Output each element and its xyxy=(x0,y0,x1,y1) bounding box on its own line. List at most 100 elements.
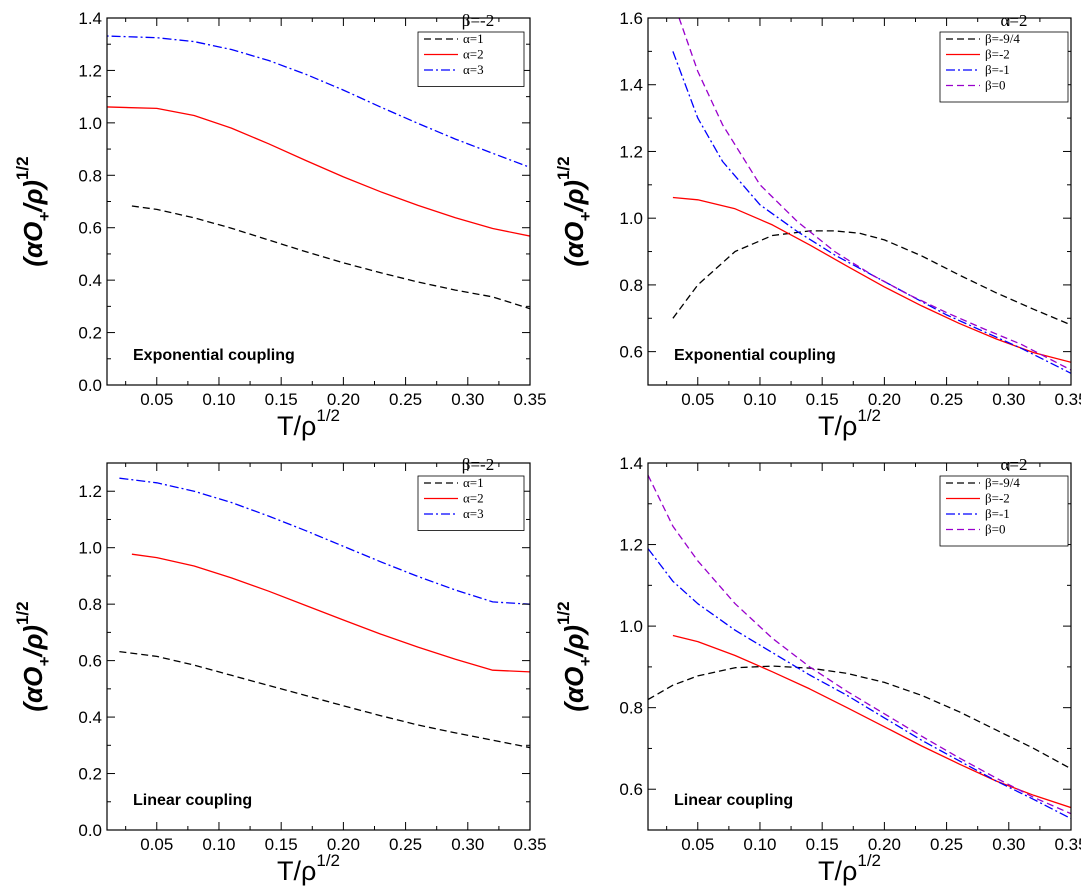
y-axis-title: (αO+/ρ)1/2 xyxy=(554,156,595,266)
series-line-3 xyxy=(119,477,530,605)
series-line-1 xyxy=(648,665,1071,770)
y-tick-label: 0.0 xyxy=(78,821,102,840)
legend-entry: α=3 xyxy=(463,506,484,521)
y-tick-label: 1.4 xyxy=(619,76,643,95)
x-tick-label: 0.35 xyxy=(513,835,546,854)
x-tick-label: 0.10 xyxy=(743,390,776,409)
legend-title: α=2 xyxy=(1001,11,1028,30)
y-tick-label: 0.2 xyxy=(78,324,102,343)
y-tick-label: 1.2 xyxy=(619,142,643,161)
x-axis-title: T/ρ1/2 xyxy=(277,406,340,441)
y-tick-label: 1.4 xyxy=(619,454,643,473)
x-tick-label: 0.20 xyxy=(327,835,360,854)
x-tick-label: 0.25 xyxy=(930,390,963,409)
x-tick-label: 0.35 xyxy=(1054,835,1081,854)
x-tick-label: 0.30 xyxy=(451,835,484,854)
y-tick-label: 0.2 xyxy=(78,765,102,784)
series-line-3 xyxy=(648,548,1071,820)
x-tick-label: 0.30 xyxy=(451,390,484,409)
legend-title: β=-2 xyxy=(462,11,494,30)
legend-entry: β=-2 xyxy=(985,491,1010,506)
y-tick-label: 0.6 xyxy=(619,780,643,799)
x-tick-label: 0.05 xyxy=(140,390,173,409)
chart-panel-4: 0.05 0.10 0.15 0.20 0.25 0.30 0.35 0.6 0.8 1.0 1.2… xyxy=(554,454,1081,886)
x-tick-label: 0.25 xyxy=(389,390,422,409)
x-tick-label: 0.15 xyxy=(265,390,298,409)
panel-annotation: Linear coupling xyxy=(674,792,793,809)
legend-entry: β=-1 xyxy=(985,506,1010,521)
x-tick-label: 0.25 xyxy=(389,835,422,854)
plot-frame xyxy=(106,462,531,831)
series-line-1 xyxy=(131,205,530,310)
y-tick-label: 0.8 xyxy=(78,166,102,185)
y-axis-title: (αO+/ρ)1/2 xyxy=(13,156,54,266)
legend-entry: α=2 xyxy=(463,47,484,62)
y-tick-label: 1.0 xyxy=(78,114,102,133)
series-line-2 xyxy=(131,553,530,673)
series-line-3 xyxy=(107,35,530,169)
y-tick-label: 1.4 xyxy=(78,9,102,28)
legend-entry: α=1 xyxy=(463,31,484,46)
series-line-2 xyxy=(672,196,1071,363)
plot-frame xyxy=(647,17,1072,386)
y-tick-label: 0.6 xyxy=(78,652,102,671)
y-tick-label: 1.2 xyxy=(78,482,102,501)
legend-entry: β=-1 xyxy=(985,62,1010,77)
legend-box xyxy=(417,31,525,87)
series-line-1 xyxy=(672,230,1071,326)
x-tick-label: 0.05 xyxy=(681,835,714,854)
legend-entry: β=0 xyxy=(985,522,1005,537)
legend-entry: α=3 xyxy=(463,62,484,77)
series-line-2 xyxy=(107,106,530,237)
legend-entry: β=0 xyxy=(985,78,1005,93)
series-line-3 xyxy=(672,51,1071,374)
x-tick-label: 0.05 xyxy=(681,390,714,409)
legend-entry: α=1 xyxy=(463,475,484,490)
panel-annotation: Exponential coupling xyxy=(133,347,295,364)
y-tick-label: 0.6 xyxy=(619,343,643,362)
series-line-4 xyxy=(678,18,1071,371)
legend-box xyxy=(939,31,1069,103)
panel-annotation: Linear coupling xyxy=(133,792,252,809)
legend-entry: β=-9/4 xyxy=(985,31,1020,46)
y-tick-label: 1.2 xyxy=(78,61,102,80)
y-tick-label: 0.8 xyxy=(78,595,102,614)
y-tick-label: 1.6 xyxy=(619,9,643,28)
x-axis-title: T/ρ1/2 xyxy=(277,851,340,886)
x-tick-label: 0.35 xyxy=(513,390,546,409)
panel-annotation: Exponential coupling xyxy=(674,347,836,364)
legend-box xyxy=(417,475,525,531)
chart-panel-2: 0.05 0.10 0.15 0.20 0.25 0.30 0.35 0.6 0.8 1.0 1.2… xyxy=(554,9,1081,441)
legend-entry: β=-2 xyxy=(985,47,1010,62)
x-tick-label: 0.30 xyxy=(992,835,1025,854)
y-tick-label: 0.6 xyxy=(78,219,102,238)
x-tick-label: 0.30 xyxy=(992,390,1025,409)
legend-title: β=-2 xyxy=(462,455,494,474)
x-tick-label: 0.15 xyxy=(265,835,298,854)
x-tick-label: 0.15 xyxy=(806,835,839,854)
x-tick-label: 0.15 xyxy=(806,390,839,409)
y-tick-label: 0.8 xyxy=(619,276,643,295)
x-tick-label: 0.20 xyxy=(327,390,360,409)
y-axis-title: (αO+/ρ)1/2 xyxy=(554,601,595,711)
x-tick-label: 0.20 xyxy=(868,835,901,854)
y-tick-label: 1.2 xyxy=(619,536,643,555)
legend-entry: β=-9/4 xyxy=(985,475,1020,490)
y-tick-label: 0.4 xyxy=(78,708,102,727)
legend-title: α=2 xyxy=(1001,455,1028,474)
x-tick-label: 0.25 xyxy=(930,835,963,854)
x-tick-label: 0.35 xyxy=(1054,390,1081,409)
x-axis-title: T/ρ1/2 xyxy=(818,406,881,441)
series-line-4 xyxy=(648,474,1071,815)
y-tick-label: 0.4 xyxy=(78,271,102,290)
series-line-1 xyxy=(119,650,530,749)
legend-entry: α=2 xyxy=(463,491,484,506)
series-line-2 xyxy=(672,634,1071,809)
chart-panel-1: 0.05 0.10 0.15 0.20 0.25 0.30 0.35 0.0 0.2 0.4 0.6… xyxy=(13,9,547,441)
chart-panel-3: 0.05 0.10 0.15 0.20 0.25 0.30 0.35 0.0 0.2 0.4 0.6… xyxy=(13,455,547,886)
y-tick-label: 1.0 xyxy=(619,209,643,228)
x-tick-label: 0.05 xyxy=(140,835,173,854)
y-tick-label: 0.0 xyxy=(78,376,102,395)
x-tick-label: 0.20 xyxy=(868,390,901,409)
